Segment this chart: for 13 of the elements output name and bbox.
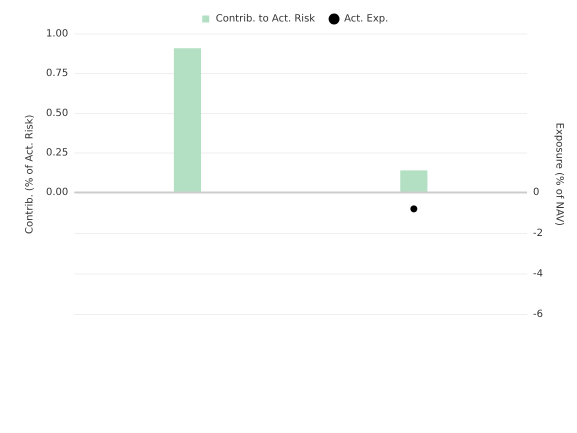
y2-tick-label: -6 [533, 309, 544, 320]
y-tick-label: 0.25 [46, 147, 68, 158]
y2-tick-label: 0 [533, 187, 540, 198]
y2-axis-title: Exposure (% of NAV) [553, 122, 564, 226]
y2-tick-label: -2 [533, 228, 544, 239]
y-tick-label: 0.00 [46, 187, 68, 198]
y-tick-label: 0.75 [46, 68, 68, 80]
y2-tick-label: -4 [533, 268, 544, 280]
legend-label: Act. Exp. [344, 14, 388, 25]
legend-label: Contrib. to Act. Risk [216, 14, 316, 25]
y-tick-label: 0.50 [46, 108, 68, 119]
y-axis-title: Contrib. (% of Act. Risk) [24, 114, 36, 234]
y-tick-label: 1.00 [46, 28, 68, 40]
